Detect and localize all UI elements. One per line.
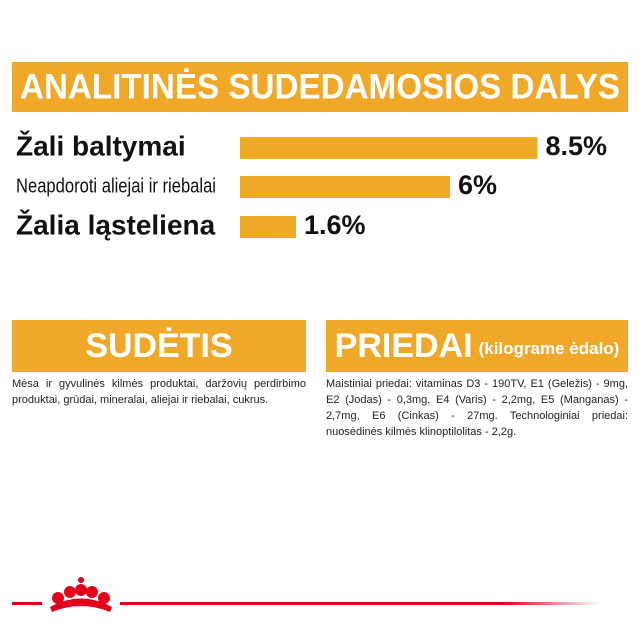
category-label: Žalia ląsteliena (16, 209, 216, 240)
section-header: PRIEDAI (kilograme ėdalo) (326, 320, 628, 372)
footer-line (12, 602, 42, 605)
section-text: Maistiniai priedai: vitaminas D3 - 190TV… (326, 378, 628, 438)
section-title: PRIEDAI (334, 326, 473, 365)
value-label: 6% (458, 170, 497, 200)
category-label: Žali baltymai (16, 130, 186, 161)
chart-title: ANALITINĖS SUDEDAMOSIOS DALYS (20, 67, 620, 106)
footer-line (120, 602, 600, 605)
section-header: SUDĖTIS (12, 320, 306, 372)
title-banner (12, 62, 628, 112)
section-text: Mėsa ir gyvulinės kilmės produktai, darž… (12, 378, 306, 406)
section-title: SUDĖTIS (85, 326, 233, 365)
category-label: Neapdoroti aliejai ir riebalai (16, 175, 216, 197)
bar (240, 137, 538, 159)
value-label: 8.5% (546, 131, 608, 161)
bar (240, 176, 450, 198)
section-subtitle: (kilograme ėdalo) (478, 339, 620, 358)
value-label: 1.6% (304, 210, 366, 240)
bar (240, 216, 296, 238)
logo (50, 577, 112, 612)
